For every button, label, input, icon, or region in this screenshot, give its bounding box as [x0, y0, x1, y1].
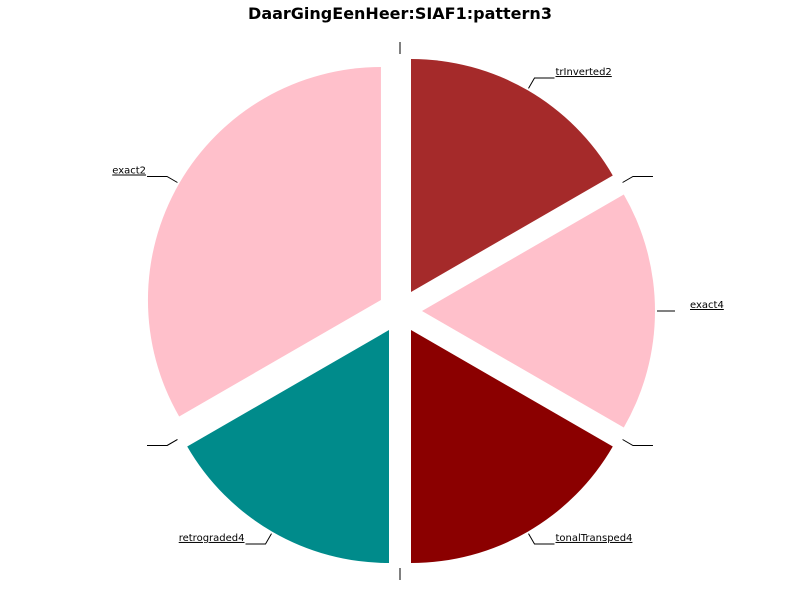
pie-slice-exact4 — [422, 194, 655, 428]
pie-slice-tonaltransped4 — [411, 330, 613, 564]
leader-line-empty-6 — [622, 439, 653, 446]
slice-label-trinverted2: trInverted2 — [556, 67, 612, 78]
pie-labels: exact2 retrograded4 tonalTransped4 exact4 tr… — [112, 42, 724, 580]
pie-slice-trinverted2 — [411, 58, 613, 292]
slice-label-exact2: exact2 — [112, 166, 146, 177]
leader-line-exact2 — [147, 176, 178, 183]
slice-label-retrograded4: retrograded4 — [179, 533, 245, 544]
leader-line-empty-2 — [147, 439, 178, 446]
leader-line-empty-8 — [622, 176, 653, 183]
chart-title: DaarGingEenHeer:SIAF1:pattern3 — [248, 4, 552, 23]
slice-label-tonaltransped4: tonalTransped4 — [556, 533, 633, 544]
leader-line-retrograded4 — [245, 533, 272, 545]
leader-line-tonaltransped4 — [528, 533, 555, 545]
pie-slices — [147, 58, 655, 564]
pie-slice-retrograded4 — [187, 330, 389, 564]
slice-label-exact4: exact4 — [690, 300, 724, 311]
leader-line-trinverted2 — [528, 77, 555, 89]
pie-slice-exact2 — [147, 67, 381, 417]
